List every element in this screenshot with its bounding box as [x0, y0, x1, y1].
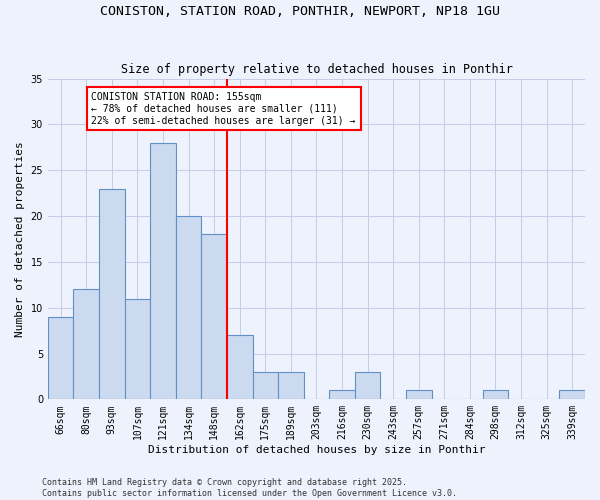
Bar [176, 216, 202, 400]
Bar [227, 335, 253, 400]
Title: Size of property relative to detached houses in Ponthir: Size of property relative to detached ho… [121, 63, 512, 76]
Bar [150, 142, 176, 400]
Bar [355, 372, 380, 400]
Bar [482, 390, 508, 400]
Text: CONISTON STATION ROAD: 155sqm
← 78% of detached houses are smaller (111)
22% of : CONISTON STATION ROAD: 155sqm ← 78% of d… [91, 92, 356, 126]
Bar [253, 372, 278, 400]
Bar [559, 390, 585, 400]
Bar [99, 188, 125, 400]
Bar [278, 372, 304, 400]
Bar [125, 298, 150, 400]
Bar [329, 390, 355, 400]
Text: CONISTON, STATION ROAD, PONTHIR, NEWPORT, NP18 1GU: CONISTON, STATION ROAD, PONTHIR, NEWPORT… [100, 5, 500, 18]
Bar [48, 317, 73, 400]
Bar [202, 234, 227, 400]
Bar [406, 390, 431, 400]
Text: Contains HM Land Registry data © Crown copyright and database right 2025.
Contai: Contains HM Land Registry data © Crown c… [42, 478, 457, 498]
Bar [73, 290, 99, 400]
X-axis label: Distribution of detached houses by size in Ponthir: Distribution of detached houses by size … [148, 445, 485, 455]
Y-axis label: Number of detached properties: Number of detached properties [15, 141, 25, 337]
